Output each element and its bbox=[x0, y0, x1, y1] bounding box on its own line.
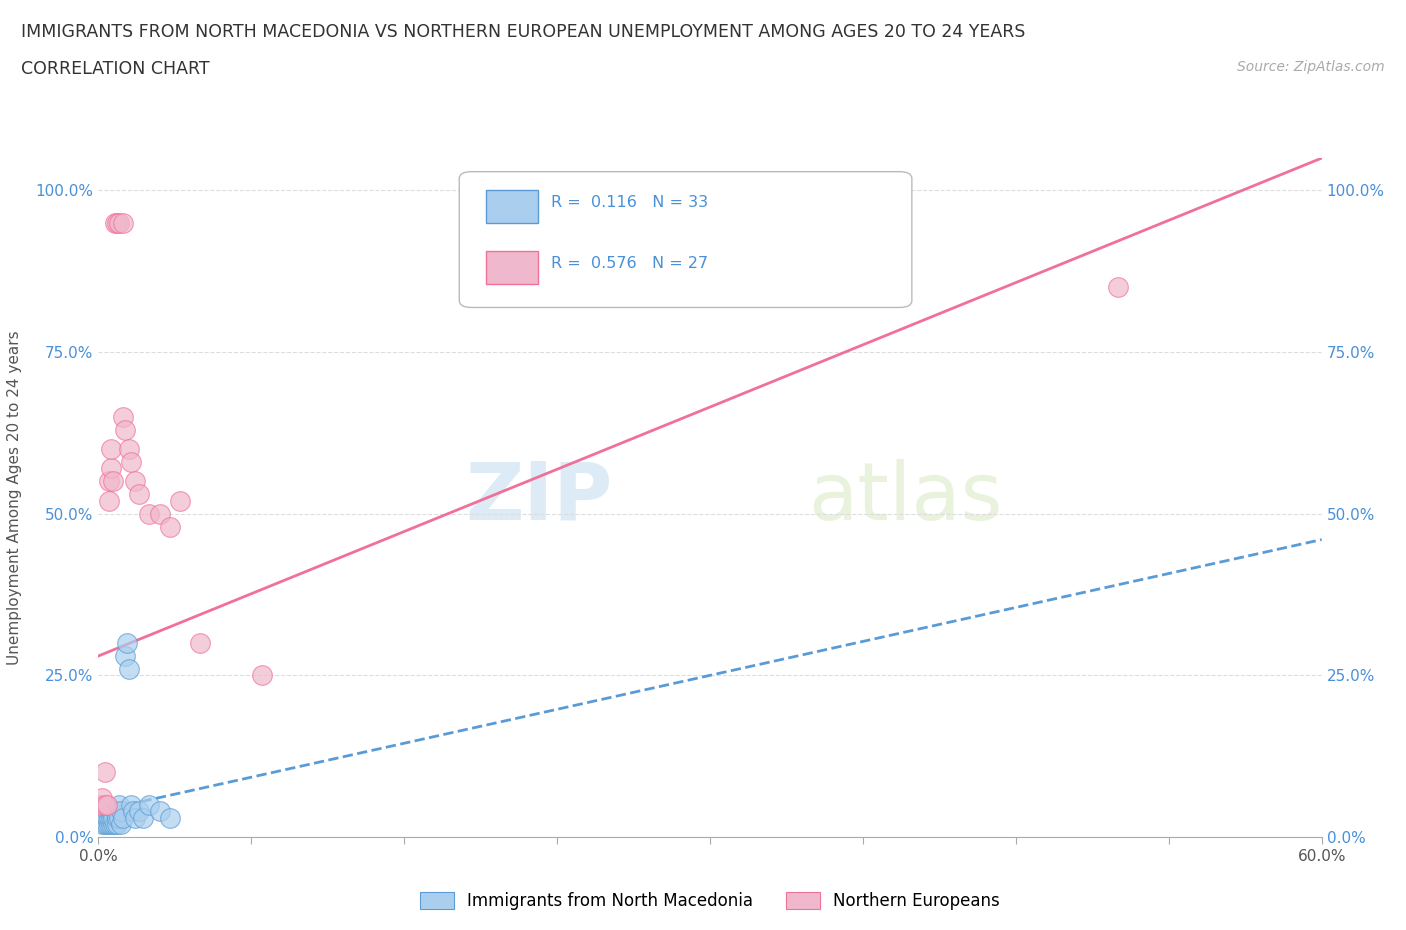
Point bbox=[250, 668, 273, 683]
Point bbox=[93, 817, 115, 831]
Point bbox=[93, 810, 115, 825]
Point bbox=[111, 216, 134, 231]
Point bbox=[124, 810, 146, 825]
Point bbox=[91, 817, 114, 831]
Point bbox=[101, 474, 124, 489]
Point bbox=[188, 635, 212, 650]
Point bbox=[97, 474, 120, 489]
Legend: Immigrants from North Macedonia, Northern Europeans: Immigrants from North Macedonia, Norther… bbox=[413, 885, 1007, 917]
Point bbox=[138, 797, 160, 812]
Point bbox=[105, 817, 128, 831]
Point bbox=[122, 804, 145, 818]
Point bbox=[111, 810, 134, 825]
Point bbox=[108, 797, 131, 812]
Point bbox=[97, 804, 120, 818]
Point bbox=[104, 817, 127, 831]
Point bbox=[104, 216, 127, 231]
Point bbox=[97, 810, 120, 825]
Point bbox=[96, 810, 118, 825]
Point bbox=[138, 506, 160, 521]
Point bbox=[159, 810, 181, 825]
Point bbox=[105, 810, 128, 825]
Point bbox=[159, 519, 181, 534]
Point bbox=[118, 661, 141, 676]
Point bbox=[101, 817, 124, 831]
Text: IMMIGRANTS FROM NORTH MACEDONIA VS NORTHERN EUROPEAN UNEMPLOYMENT AMONG AGES 20 : IMMIGRANTS FROM NORTH MACEDONIA VS NORTH… bbox=[21, 23, 1025, 41]
Point bbox=[93, 764, 115, 779]
Text: CORRELATION CHART: CORRELATION CHART bbox=[21, 60, 209, 78]
Y-axis label: Unemployment Among Ages 20 to 24 years: Unemployment Among Ages 20 to 24 years bbox=[7, 330, 21, 665]
Point bbox=[124, 474, 146, 489]
Point bbox=[108, 216, 131, 231]
Point bbox=[97, 493, 120, 508]
Text: ZIP: ZIP bbox=[465, 458, 612, 537]
Point bbox=[120, 797, 142, 812]
Point bbox=[111, 409, 134, 424]
Text: atlas: atlas bbox=[808, 458, 1002, 537]
Point bbox=[132, 810, 155, 825]
Point bbox=[100, 817, 122, 831]
Point bbox=[108, 810, 131, 825]
Point bbox=[100, 804, 122, 818]
FancyBboxPatch shape bbox=[486, 251, 537, 284]
Point bbox=[128, 487, 150, 502]
Text: R =  0.116   N = 33: R = 0.116 N = 33 bbox=[551, 194, 709, 210]
Point bbox=[128, 804, 150, 818]
Point bbox=[89, 797, 111, 812]
Point bbox=[100, 461, 122, 476]
Point bbox=[91, 790, 114, 805]
Point bbox=[96, 817, 118, 831]
Point bbox=[149, 506, 172, 521]
Point bbox=[97, 817, 120, 831]
Point bbox=[110, 804, 132, 818]
Text: R =  0.576   N = 27: R = 0.576 N = 27 bbox=[551, 256, 709, 271]
FancyBboxPatch shape bbox=[460, 172, 912, 308]
FancyBboxPatch shape bbox=[486, 190, 537, 222]
Point bbox=[114, 648, 136, 663]
Point bbox=[149, 804, 172, 818]
Point bbox=[169, 493, 191, 508]
Point bbox=[118, 442, 141, 457]
Point bbox=[104, 804, 127, 818]
Point bbox=[115, 635, 138, 650]
Point bbox=[101, 810, 124, 825]
Point bbox=[93, 797, 115, 812]
Point bbox=[1107, 280, 1129, 295]
Point bbox=[100, 442, 122, 457]
Point bbox=[120, 455, 142, 470]
Point bbox=[110, 817, 132, 831]
Point bbox=[114, 422, 136, 437]
Point bbox=[100, 810, 122, 825]
Text: Source: ZipAtlas.com: Source: ZipAtlas.com bbox=[1237, 60, 1385, 74]
Point bbox=[105, 216, 128, 231]
Point bbox=[96, 797, 118, 812]
